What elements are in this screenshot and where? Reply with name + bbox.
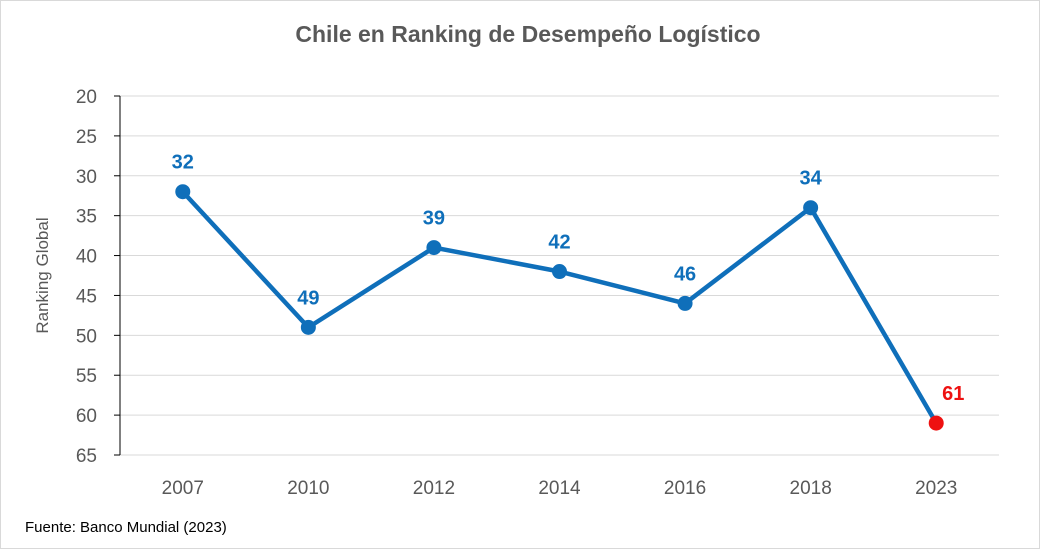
x-tick-label: 2007: [162, 478, 204, 499]
data-label: 49: [297, 287, 319, 309]
source-note: Fuente: Banco Mundial (2023): [25, 519, 227, 536]
data-label: 42: [548, 232, 570, 254]
x-tick-label: 2023: [915, 478, 957, 499]
series-ranking: [175, 184, 944, 431]
y-tick-label: 45: [76, 286, 97, 307]
series-line: [181, 190, 939, 425]
y-tick-label: 40: [76, 247, 97, 268]
data-point: [300, 319, 316, 335]
data-label: 46: [674, 263, 696, 285]
data-point: [175, 184, 191, 200]
y-tick-label: 30: [76, 167, 97, 188]
y-axis-label: Ranking Global: [33, 217, 52, 333]
chart-title: Chile en Ranking de Desempeño Logístico: [295, 21, 760, 47]
y-tick-label: 20: [76, 87, 97, 108]
data-label: 61: [942, 383, 964, 405]
data-label: 32: [172, 152, 194, 174]
data-label: 34: [800, 168, 823, 190]
x-tick-label: 2018: [790, 478, 832, 499]
data-point: [552, 264, 567, 280]
x-tick-label: 2016: [664, 478, 706, 499]
x-tick-label: 2014: [538, 478, 581, 499]
data-point: [803, 200, 819, 216]
data-label: 39: [423, 208, 445, 230]
y-tick-label: 65: [76, 446, 97, 467]
x-tick-labels: 2007 2010 2012 2014 2016 2018 2023: [162, 478, 958, 499]
gridlines: [114, 95, 999, 456]
y-tick-label: 60: [76, 406, 97, 427]
data-point: [677, 295, 693, 311]
data-point: [426, 240, 442, 256]
data-labels: 32 49 39 42 46 34 61: [172, 152, 965, 405]
y-tick-label: 25: [76, 127, 97, 148]
x-tick-label: 2010: [287, 478, 329, 499]
y-tick-labels: 20 25 30 35 40 45 50 55 60 65: [76, 87, 97, 467]
x-tick-label: 2012: [413, 478, 455, 499]
y-tick-label: 35: [76, 207, 97, 228]
y-tick-label: 55: [76, 366, 97, 387]
y-tick-label: 50: [76, 326, 97, 347]
data-point-highlight: [928, 415, 944, 431]
